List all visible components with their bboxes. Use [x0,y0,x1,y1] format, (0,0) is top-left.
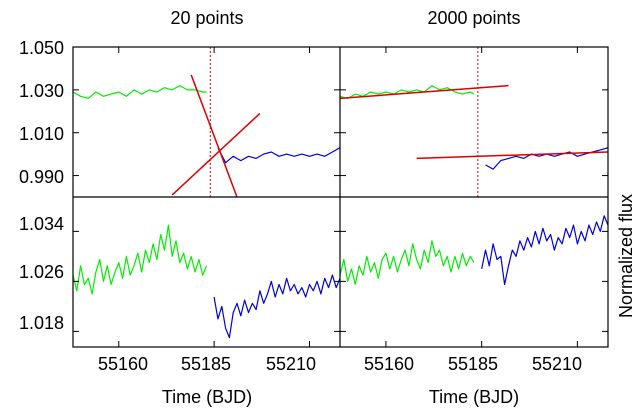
fit-line [340,84,509,100]
panel-1 [340,47,608,197]
series-line [481,215,608,286]
series-line [485,147,608,170]
chart-title-20-points: 20 points [170,8,243,28]
x-tick-label: 55210 [266,354,316,374]
series-line [73,84,207,100]
y-tick-label: 1.030 [19,81,64,101]
fit-line [416,151,608,160]
x-tick-label: 55210 [532,354,582,374]
panel-3 [340,215,608,286]
series-line [213,274,340,339]
panel-0 [73,47,340,197]
x-tick-label: 55160 [364,354,414,374]
fit-line [171,112,261,196]
y-tick-label: 1.018 [19,313,64,333]
y-tick-label: 1.034 [19,214,64,234]
y-tick-label: 0.990 [19,167,64,187]
y-tick-label: 1.050 [19,38,64,58]
fit-line [190,74,238,197]
x-tick-label: 55185 [181,354,231,374]
tick-marks [73,46,608,347]
x-tick-label: 55185 [448,354,498,374]
series-line [340,240,475,286]
x-tick-label: 55160 [98,354,148,374]
plot-layer [73,47,608,339]
y-tick-label: 1.010 [19,124,64,144]
x-axis-label-left: Time (BJD) [162,387,252,407]
series-line [217,147,340,164]
y-axis-label: Normalized flux [616,194,636,318]
x-axis-label-right: Time (BJD) [429,387,519,407]
series-line [73,224,208,295]
y-tick-label: 1.026 [19,262,64,282]
panel-2 [73,224,340,339]
chart-title-2000-points: 2000 points [427,8,520,28]
